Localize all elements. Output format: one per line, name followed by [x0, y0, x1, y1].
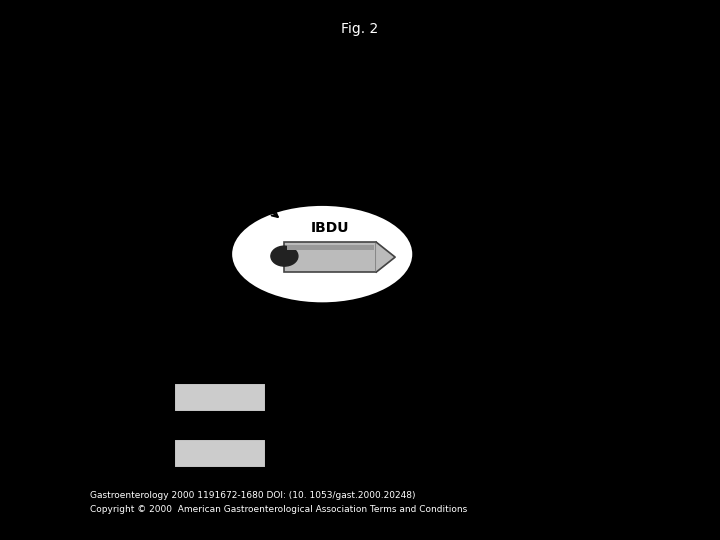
Text: Perfusing  site: Perfusing site	[474, 94, 622, 112]
Bar	[174, 383, 266, 412]
Text: A: A	[101, 94, 122, 122]
Ellipse shape	[230, 204, 414, 304]
Text: PMT: PMT	[277, 390, 311, 404]
Text: Copyright © 2000  American Gastroenterological Association Terms and Conditions: Copyright © 2000 American Gastroenterolo…	[90, 505, 467, 514]
Text: Fig. 2: Fig. 2	[341, 22, 379, 36]
Text: Chamber with
bathing buffer: Chamber with bathing buffer	[98, 252, 200, 280]
Text: Fluorescence
signal: Fluorescence signal	[254, 332, 347, 360]
Bar	[287, 245, 374, 250]
Text: Perfusing pipette: Perfusing pipette	[477, 124, 599, 137]
Text: Measuring spot: Measuring spot	[138, 140, 247, 153]
Text: Computer: Computer	[277, 447, 354, 461]
Text: Exchanging pipette: Exchanging pipette	[454, 338, 590, 351]
Text: Holding pipette: Holding pipette	[467, 290, 577, 303]
Text: Gastroenterology 2000 1191672-1680 DOI: (10. 1053/gast.2000.20248): Gastroenterology 2000 1191672-1680 DOI: …	[90, 490, 415, 500]
Bar	[174, 439, 266, 468]
Bar	[284, 242, 376, 272]
Circle shape	[271, 246, 298, 266]
Polygon shape	[376, 242, 395, 272]
Text: IBDU: IBDU	[311, 221, 349, 235]
